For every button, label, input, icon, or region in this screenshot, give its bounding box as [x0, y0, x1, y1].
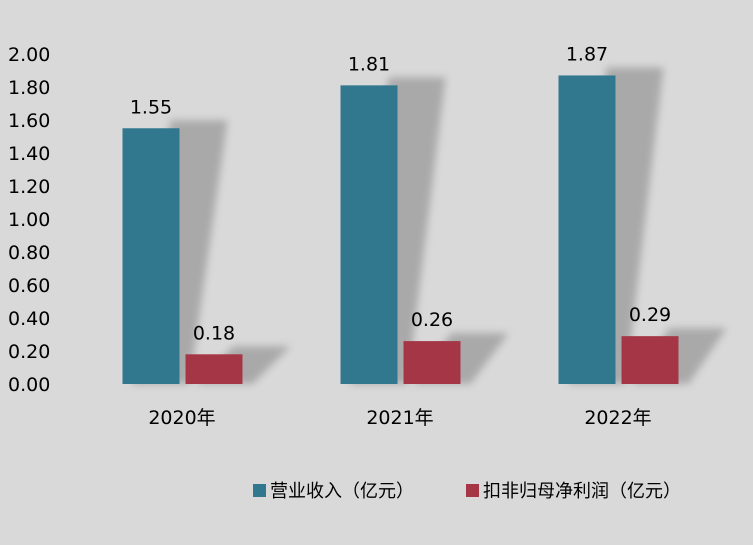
- data-label: 0.26: [411, 309, 453, 331]
- y-tick-label: 1.80: [8, 77, 50, 99]
- y-tick-label: 0.40: [8, 308, 50, 330]
- y-tick-label: 0.60: [8, 275, 50, 297]
- bar-net-profit-1: [403, 341, 461, 384]
- data-label: 0.29: [629, 304, 671, 326]
- bar-net-profit-0: [185, 354, 243, 384]
- legend-item: 营业收入（亿元）: [253, 481, 414, 502]
- bar-revenue-2: [558, 75, 616, 384]
- y-tick-label: 1.20: [8, 176, 50, 198]
- bar-net-profit-2: [621, 336, 679, 384]
- data-label: 1.87: [566, 43, 608, 65]
- x-tick-label: 2020年: [148, 407, 215, 429]
- legend-label: 扣非归母净利润（亿元）: [483, 481, 681, 502]
- legend-swatch: [253, 484, 266, 497]
- y-tick-label: 1.60: [8, 110, 50, 132]
- y-tick-label: 0.00: [8, 374, 50, 396]
- legend-swatch: [466, 484, 479, 497]
- x-tick-label: 2021年: [366, 407, 433, 429]
- y-tick-label: 2.00: [8, 44, 50, 66]
- bar-revenue-1: [340, 85, 398, 384]
- y-tick-label: 0.80: [8, 242, 50, 264]
- data-label: 1.81: [348, 53, 390, 75]
- x-tick-label: 2022年: [584, 407, 651, 429]
- data-label: 0.18: [193, 322, 235, 344]
- bar-revenue-0: [122, 128, 180, 384]
- y-tick-label: 1.00: [8, 209, 50, 231]
- legend-label: 营业收入（亿元）: [270, 481, 414, 502]
- y-tick-label: 0.20: [8, 341, 50, 363]
- y-tick-label: 1.40: [8, 143, 50, 165]
- data-label: 1.55: [130, 96, 172, 118]
- legend-item: 扣非归母净利润（亿元）: [466, 481, 681, 502]
